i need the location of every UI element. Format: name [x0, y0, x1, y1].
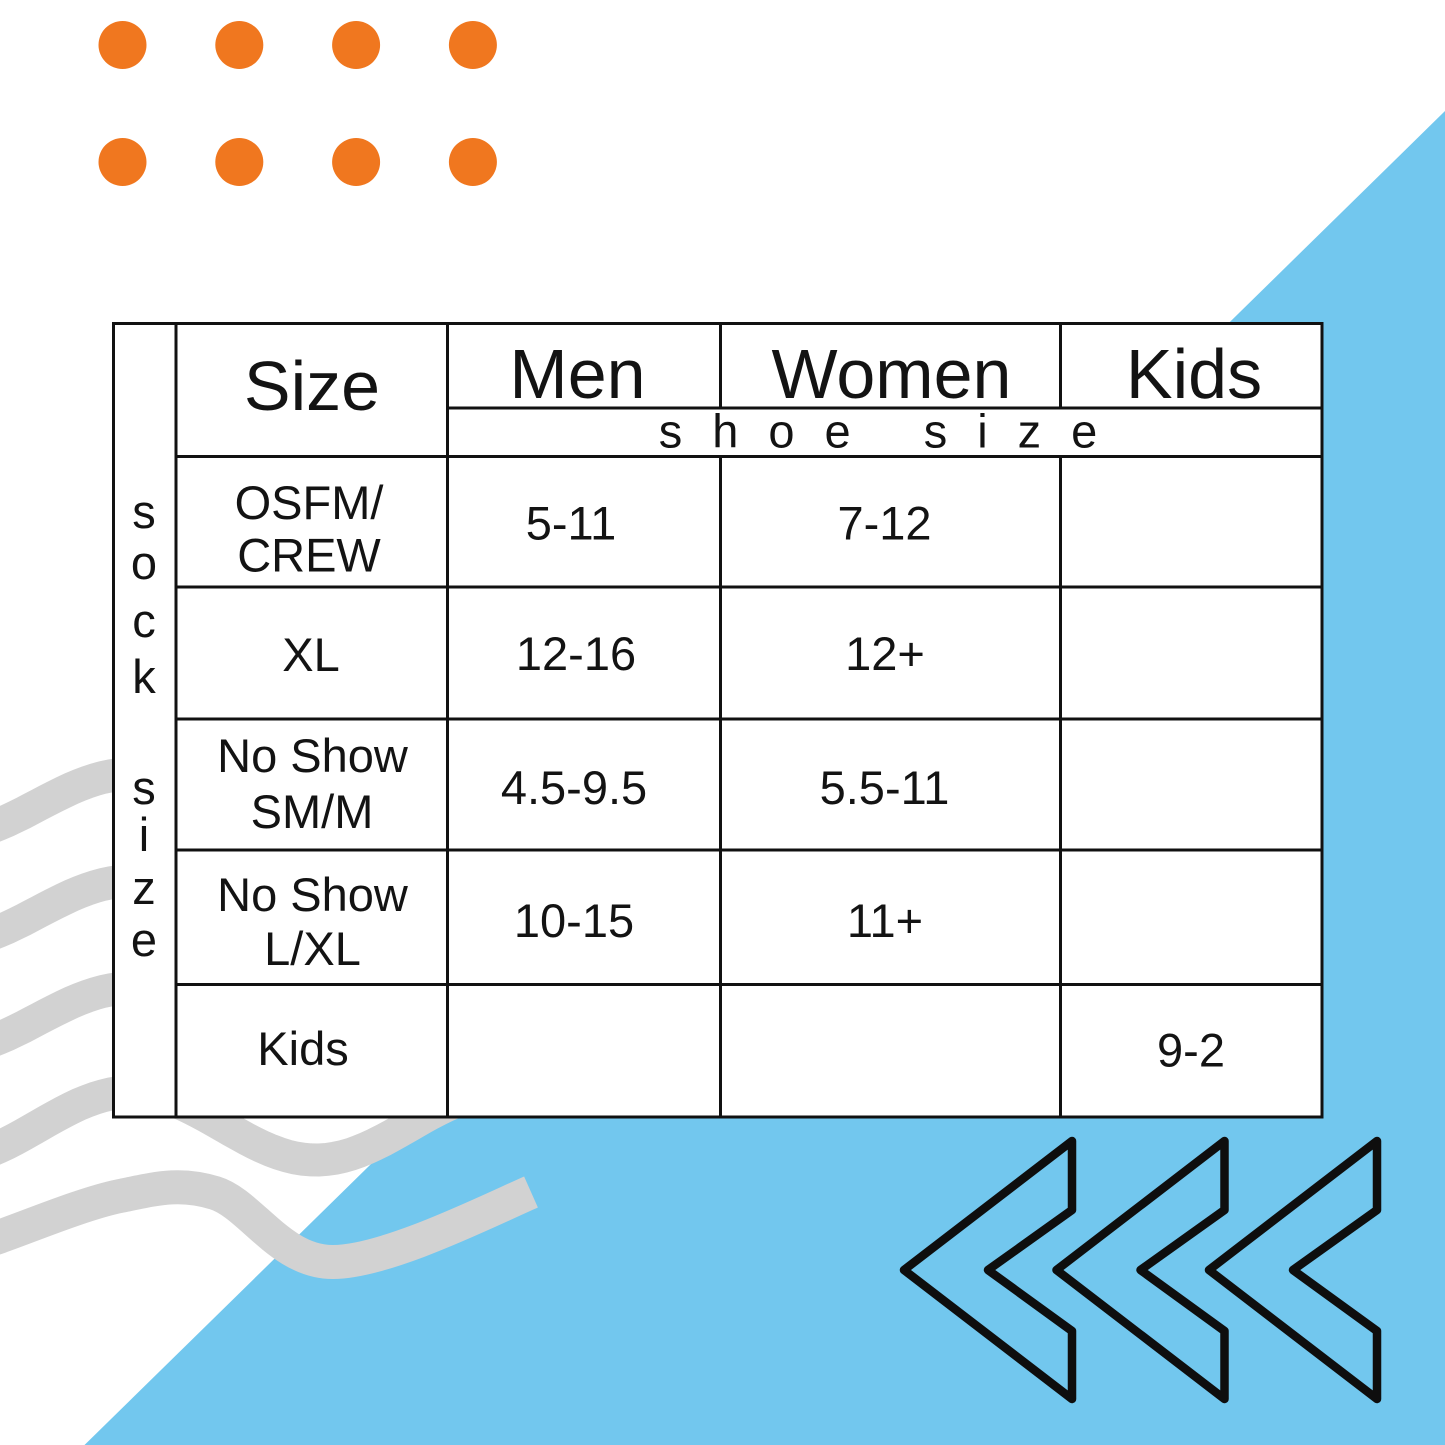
svg-text:12+: 12+: [845, 627, 925, 680]
svg-text:o: o: [131, 536, 157, 589]
svg-text:5-11: 5-11: [526, 497, 617, 550]
svg-text:c: c: [132, 594, 156, 647]
svg-text:z: z: [132, 861, 156, 914]
svg-text:XL: XL: [282, 628, 340, 681]
svg-text:k: k: [132, 650, 156, 703]
svg-text:Kids: Kids: [1126, 335, 1262, 413]
svg-text:7-12: 7-12: [837, 497, 931, 550]
svg-text:Size: Size: [244, 347, 380, 425]
svg-text:s: s: [132, 761, 156, 814]
svg-text:SM/M: SM/M: [251, 785, 374, 838]
svg-text:OSFM/: OSFM/: [235, 476, 385, 529]
svg-text:Kids: Kids: [257, 1022, 348, 1075]
svg-text:5.5-11: 5.5-11: [820, 761, 950, 814]
svg-text:i: i: [139, 808, 149, 861]
svg-text:e: e: [131, 913, 157, 966]
svg-text:s: s: [132, 485, 156, 538]
svg-text:12-16: 12-16: [516, 627, 636, 680]
svg-text:No Show: No Show: [217, 729, 409, 782]
svg-text:10-15: 10-15: [514, 894, 634, 947]
svg-text:Women: Women: [772, 335, 1012, 413]
svg-text:Men: Men: [509, 335, 645, 413]
svg-text:4.5-9.5: 4.5-9.5: [501, 761, 647, 814]
svg-text:9-2: 9-2: [1157, 1024, 1225, 1077]
svg-text:No Show: No Show: [217, 868, 409, 921]
svg-text:L/XL: L/XL: [264, 922, 361, 975]
svg-text:shoe size: shoe size: [659, 405, 1128, 458]
svg-text:CREW: CREW: [237, 529, 381, 582]
svg-text:11+: 11+: [847, 894, 923, 947]
